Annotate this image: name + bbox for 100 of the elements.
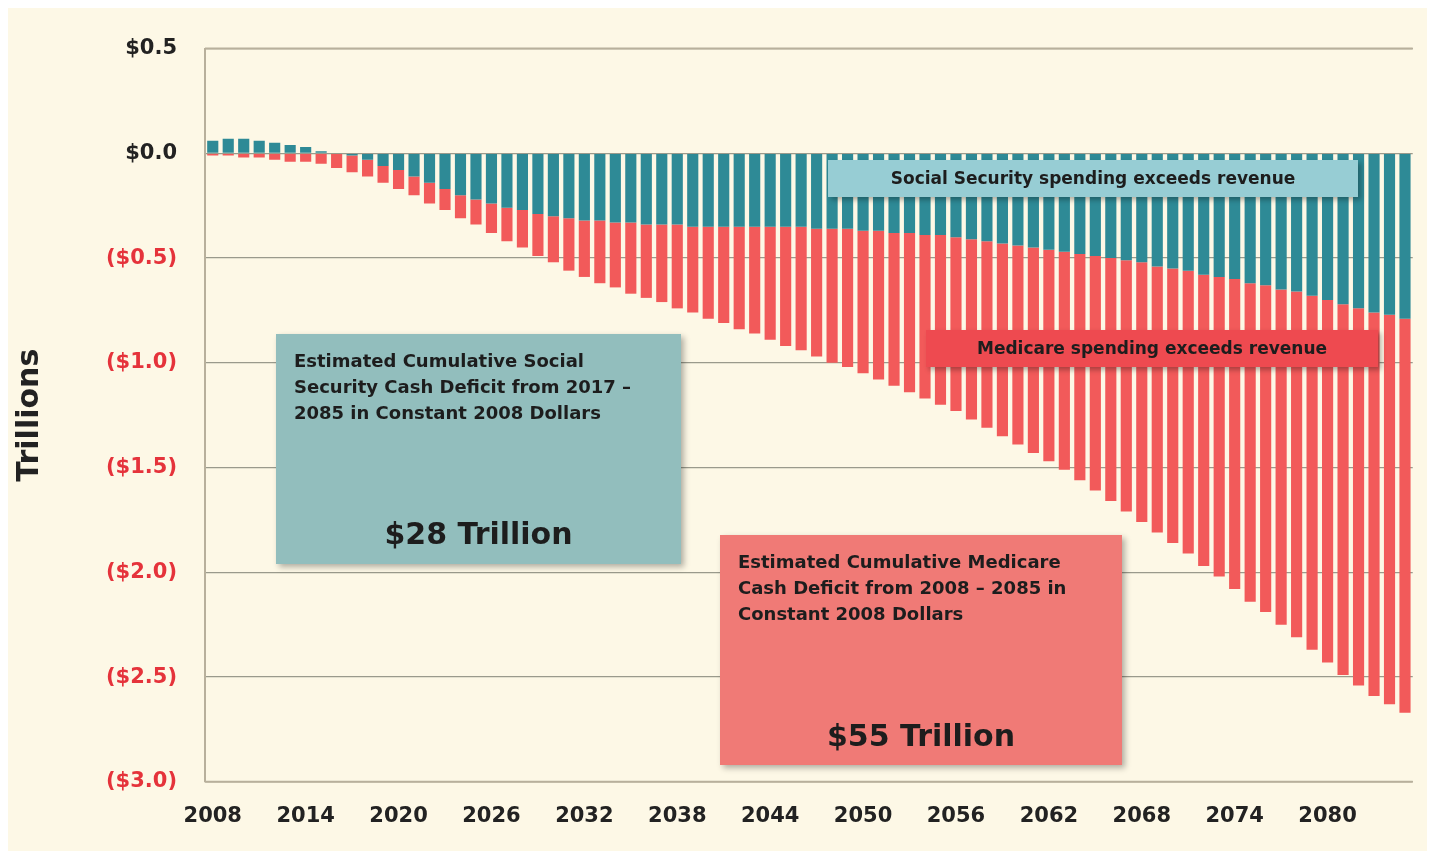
bar: [532, 214, 544, 256]
x-tick-label: 2080: [1298, 802, 1357, 827]
y-tick-label: ($3.0): [105, 768, 178, 793]
bar: [671, 224, 683, 309]
bar: [207, 140, 219, 153]
bar: [811, 228, 823, 357]
bar: [733, 153, 745, 227]
bar: [594, 220, 606, 284]
x-tick-label: 2056: [926, 802, 986, 827]
bar: [733, 226, 745, 330]
bar: [284, 144, 296, 153]
x-tick-label: 2068: [1112, 802, 1171, 827]
y-tick-label: ($0.5): [105, 244, 178, 269]
bar: [842, 228, 854, 368]
bar: [656, 224, 668, 303]
bar: [1399, 318, 1411, 713]
bar: [687, 153, 699, 227]
y-tick-label: ($2.5): [105, 663, 178, 688]
bar: [377, 165, 389, 183]
bar: [501, 153, 513, 208]
bar: [454, 195, 467, 219]
bar: [1399, 153, 1411, 319]
bar: [377, 153, 389, 166]
bar: [749, 226, 761, 334]
bar: [578, 153, 590, 221]
bar: [857, 230, 869, 374]
x-tick-label: 2062: [1019, 802, 1079, 827]
bar: [1368, 153, 1380, 313]
bar: [331, 153, 343, 169]
bar: [640, 153, 652, 225]
bar: [485, 153, 498, 204]
bar: [563, 218, 575, 271]
bar: [563, 153, 575, 219]
bar: [454, 153, 467, 196]
x-tick-label: 2074: [1205, 802, 1264, 827]
x-tick-label: 2020: [369, 802, 428, 827]
bar: [222, 138, 234, 153]
bar: [578, 220, 590, 277]
bar: [609, 153, 621, 223]
x-tick-label: 2044: [740, 802, 800, 827]
bar: [671, 153, 683, 225]
bar: [594, 153, 606, 221]
bar: [238, 138, 250, 153]
bar: [253, 153, 265, 158]
bar: [485, 203, 498, 233]
y-tick-label: $0.5: [125, 35, 178, 60]
bar: [284, 153, 296, 162]
annotation: Estimated Cumulative Medicare Cash Deficit from 2008 – 2085 in Constant 2008 Dollars: [737, 550, 1068, 627]
bar: [532, 153, 544, 215]
bar: [702, 153, 714, 227]
bar: [238, 153, 250, 158]
annotation: $28 Trillion: [383, 515, 574, 553]
bar: [362, 159, 374, 177]
bar: [888, 232, 900, 386]
bar: [1383, 153, 1396, 315]
x-tick-label: 2026: [462, 802, 521, 827]
y-tick-label: ($1.0): [105, 349, 178, 374]
x-tick-label: 2014: [276, 802, 335, 827]
x-tick-label: 2050: [833, 802, 893, 827]
bar: [1383, 314, 1396, 705]
bar: [702, 226, 714, 319]
bar: [1337, 304, 1349, 675]
bar: [253, 140, 265, 153]
bar: [811, 153, 823, 229]
bar: [516, 153, 528, 210]
bar: [346, 155, 358, 173]
bar: [392, 170, 405, 189]
bar: [408, 176, 420, 196]
bar: [718, 226, 730, 324]
bar: [423, 182, 436, 204]
bar: [764, 226, 776, 340]
x-tick-label: 2038: [648, 802, 707, 827]
bar: [501, 207, 513, 242]
bar: [315, 153, 327, 164]
bar: [795, 153, 807, 227]
y-tick-label: ($2.0): [105, 558, 178, 583]
bar: [687, 226, 699, 313]
x-tick-label: 2032: [555, 802, 614, 827]
bar: [764, 153, 776, 227]
annotation: $55 Trillion: [825, 717, 1017, 755]
bar: [547, 153, 559, 217]
bar: [625, 153, 637, 223]
bar: [423, 153, 436, 183]
bar: [300, 147, 312, 153]
bar: [362, 153, 374, 160]
bar: [269, 142, 281, 153]
bar: [609, 222, 621, 288]
bar: [547, 216, 559, 263]
bar: [903, 232, 916, 393]
y-axis-title: Trillions: [9, 348, 45, 482]
bar: [300, 153, 312, 162]
bar: [749, 153, 761, 227]
bar: [780, 226, 792, 347]
bar: [625, 222, 637, 294]
bar: [439, 153, 451, 189]
bar: [919, 235, 931, 399]
y-tick-label: $0.0: [125, 139, 178, 164]
x-tick-label: 2008: [183, 802, 242, 827]
bar: [408, 153, 420, 177]
bar: [826, 228, 838, 363]
